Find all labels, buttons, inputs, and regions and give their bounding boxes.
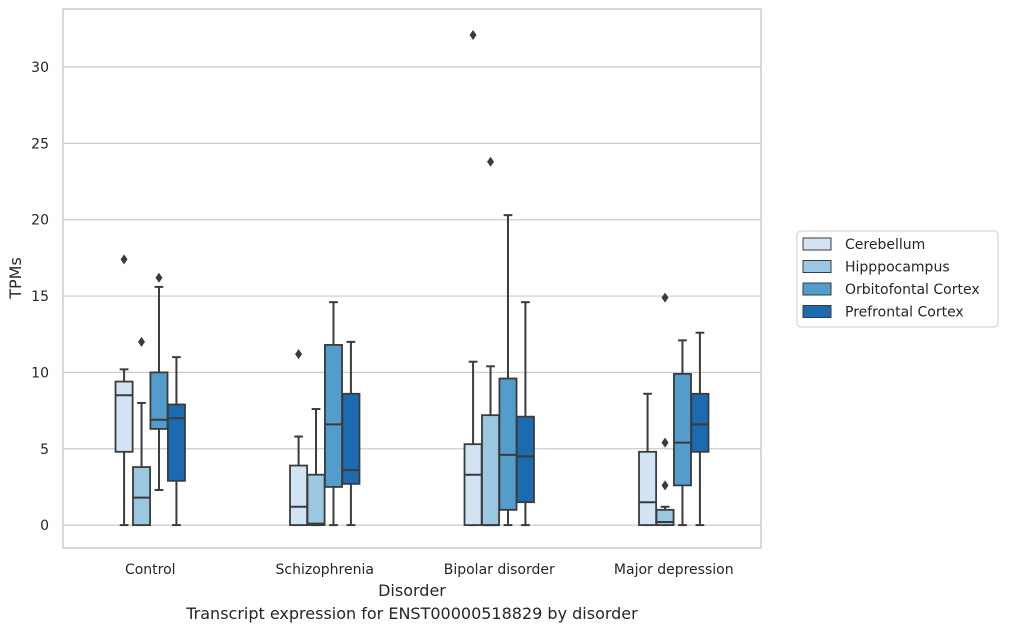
legend-swatch [802, 305, 832, 318]
legend: Cerebellum Hipppocampus Orbitofontal Corte… [796, 230, 999, 328]
box [481, 156, 500, 527]
y-tick-label: 10 [31, 365, 49, 381]
outlier-point [138, 336, 146, 347]
outlier-point [469, 29, 477, 40]
y-tick-label: 20 [31, 213, 49, 229]
legend-label: Cerebellum [845, 237, 925, 253]
outlier-point [487, 156, 495, 167]
legend-frame [796, 230, 999, 328]
box [463, 29, 483, 527]
box-body [481, 414, 500, 526]
legend-label: Prefrontal Cortex [845, 305, 964, 321]
box [324, 301, 343, 527]
box-body [132, 466, 151, 526]
y-axis-label: TPMs [6, 257, 25, 300]
y-tick-label: 25 [31, 136, 49, 152]
legend-label: Orbitofontal Cortex [845, 282, 980, 298]
legend-swatch [802, 237, 832, 251]
box-body [690, 392, 710, 453]
x-axis-label: Disorder [378, 581, 446, 600]
y-tick-label: 0 [40, 518, 49, 534]
box [515, 301, 535, 527]
outlier-point [661, 292, 669, 303]
box [114, 254, 134, 527]
outlier-point [661, 480, 669, 491]
x-tick-label: Control [125, 562, 176, 578]
box-body [324, 344, 343, 488]
x-tick-label: Schizophrenia [276, 562, 374, 578]
box [149, 272, 169, 491]
box-body [673, 373, 692, 487]
box-body [463, 443, 483, 526]
legend-swatch [802, 260, 832, 273]
outlier-point [120, 254, 128, 265]
box [690, 331, 710, 527]
box [289, 349, 309, 527]
box [673, 339, 692, 527]
chart-caption: Transcript expression for ENST0000051882… [186, 604, 638, 623]
y-tick-label: 15 [31, 289, 49, 305]
box [655, 292, 675, 527]
box-body [341, 392, 361, 485]
axis-layer: 0 5 10 15 20 25 30 Control Schizophrenia Bipolar … [31, 60, 733, 578]
box-body [638, 450, 658, 526]
outlier-point [661, 437, 669, 448]
outlier-point [155, 272, 163, 283]
box-body [306, 473, 326, 526]
box [306, 408, 326, 527]
x-tick-label: Bipolar disorder [444, 562, 555, 578]
box-body [114, 380, 134, 453]
box-body [149, 371, 169, 430]
legend-swatch [802, 282, 832, 296]
legend-label: Hipppocampus [845, 260, 950, 276]
box [132, 336, 151, 527]
y-tick-label: 5 [40, 442, 49, 458]
plot-frame [62, 8, 762, 549]
y-tick-label: 30 [31, 60, 49, 76]
box [166, 356, 186, 527]
box-body [498, 377, 518, 511]
box-body [515, 415, 535, 504]
box-layer [114, 29, 710, 527]
box-body [289, 464, 309, 526]
box-body [166, 403, 186, 482]
outlier-point [295, 349, 303, 360]
box [498, 214, 518, 527]
box [341, 340, 361, 527]
x-tick-label: Major depression [614, 562, 734, 578]
box [638, 392, 658, 527]
